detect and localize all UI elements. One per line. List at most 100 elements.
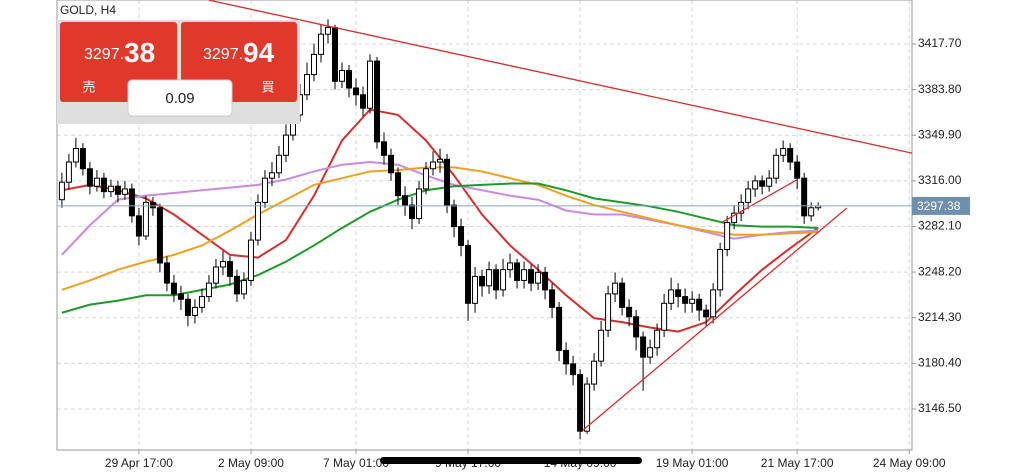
candle-body [317, 33, 324, 55]
candle-body [654, 329, 661, 349]
x-tick-label: 19 May 01:00 [656, 456, 729, 470]
candle-body [717, 248, 724, 291]
chart-title: GOLD, H4 [60, 3, 116, 17]
candle-body [724, 222, 731, 250]
candle-body [409, 204, 416, 220]
candle-body [107, 185, 114, 193]
candle-body [626, 306, 633, 318]
buy-price-pips[interactable]: 94 [243, 37, 275, 68]
candle-body [303, 74, 310, 96]
candle-body [682, 296, 689, 304]
candle-body [310, 53, 317, 76]
candle-body [570, 363, 577, 376]
last-price-tag [912, 196, 970, 215]
candle-body [633, 316, 640, 338]
candle-body [275, 154, 282, 174]
candle-body [472, 275, 479, 304]
buy-price-main[interactable]: 3297. [203, 46, 243, 63]
candle-body [135, 215, 142, 237]
candle-body [619, 282, 626, 308]
candle-body [226, 261, 233, 277]
candle-body [661, 302, 668, 331]
candle-body [794, 161, 801, 179]
candle-body [254, 201, 261, 241]
candle-body [528, 269, 535, 284]
candle-body [93, 177, 100, 187]
candle-body [388, 154, 395, 174]
x-tick-label: 29 Apr 17:00 [105, 456, 173, 470]
candle-body [381, 141, 388, 156]
y-tick-label: 3282.10 [918, 219, 962, 233]
candle-body [542, 271, 549, 291]
candle-body [752, 180, 759, 190]
candle-body [787, 148, 794, 163]
trendline [208, 0, 913, 154]
candle-body [479, 275, 486, 287]
spread: 0.09 [165, 90, 194, 107]
y-tick-label: 3248.20 [918, 264, 962, 278]
candle-body [563, 349, 570, 365]
sell-label[interactable]: 売 [82, 79, 95, 94]
x-tick-label: 21 May 17:00 [761, 456, 834, 470]
candle-body [163, 262, 170, 284]
trendline [721, 179, 797, 223]
sell-price[interactable]: 3297.38 [84, 37, 155, 68]
candle-body [591, 360, 598, 385]
grid [57, 0, 912, 450]
candle-body [675, 289, 682, 298]
candle-body [205, 282, 212, 298]
candle-body [423, 168, 430, 190]
candle-body [114, 185, 121, 195]
candle-body [493, 269, 500, 291]
candle-body [696, 298, 703, 311]
candle-body [577, 374, 584, 432]
candle-body [465, 244, 472, 304]
candle-body [149, 201, 156, 209]
candle-body [521, 269, 528, 281]
scroll-indicator[interactable] [380, 457, 642, 464]
candle-body [367, 60, 374, 109]
y-tick-label: 3214.30 [918, 310, 962, 324]
candle-body [233, 275, 240, 295]
candle-body [142, 201, 149, 237]
candle-body [451, 204, 458, 228]
candle-body [500, 269, 507, 291]
candle-body [598, 329, 605, 362]
candle-body [549, 289, 556, 308]
candle-body [247, 239, 254, 281]
plot-frame [56, 0, 913, 451]
candle-body [184, 298, 191, 316]
candle-body [507, 262, 514, 271]
sell-price-pips[interactable]: 38 [124, 37, 155, 68]
candle-body [346, 70, 353, 89]
plot [57, 0, 913, 440]
candle-body [353, 87, 360, 96]
buy-price[interactable]: 3297.94 [203, 37, 275, 68]
candle-body [268, 172, 275, 179]
trendline [582, 207, 848, 431]
candle-body [612, 282, 619, 295]
candle-body [261, 177, 268, 203]
candle-body [647, 347, 654, 358]
y-tick-label: 3316.00 [918, 173, 962, 187]
candle-body [58, 181, 65, 201]
y-tick-label: 3383.80 [918, 82, 962, 96]
candle-body [416, 188, 423, 220]
candle-body [128, 188, 135, 217]
candle-body [535, 271, 542, 284]
candle-body [65, 161, 72, 183]
candle-body [766, 177, 773, 187]
candle-body [331, 26, 338, 82]
candle-body [121, 188, 128, 195]
candle-body [219, 261, 226, 268]
trade-panel: 3297.38 3297.94 売 買 0.09 [57, 20, 300, 124]
candle-body [584, 383, 591, 432]
candle-body [177, 293, 184, 300]
candle-body [668, 289, 675, 304]
y-tick-label: 3146.50 [918, 401, 962, 415]
candle-body [458, 226, 465, 246]
buy-label[interactable]: 買 [261, 79, 274, 94]
sell-price-main[interactable]: 3297. [84, 46, 124, 63]
